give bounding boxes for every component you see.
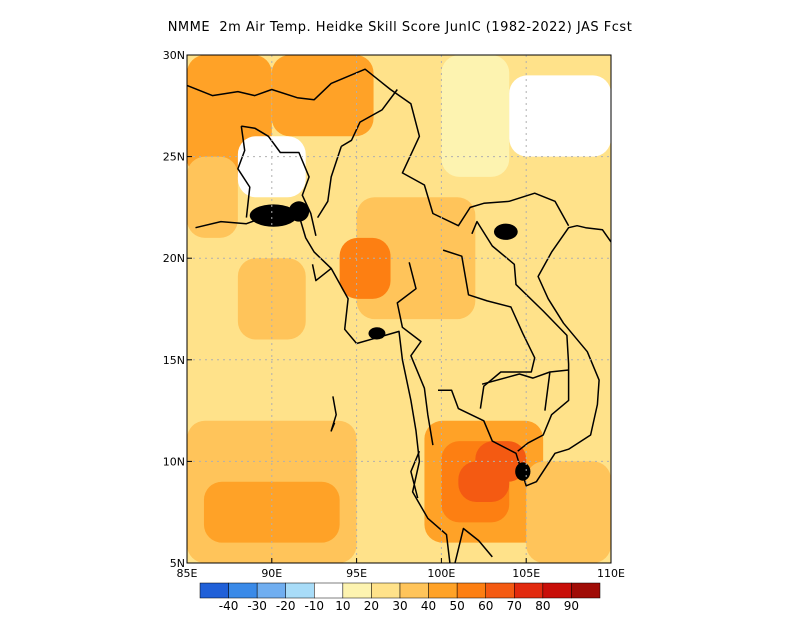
coastline-segment: [340, 89, 398, 148]
colorbar-swatch: [428, 582, 458, 599]
coastline-segment: [442, 249, 536, 409]
field-region: [187, 156, 238, 238]
y-tick-label: 25N: [163, 151, 185, 164]
y-tick-label: 10N: [163, 455, 185, 468]
coastline-segment: [311, 264, 332, 282]
coastline-segment: [454, 527, 493, 563]
map-title: NMME 2m Air Temp. Heidke Skill Score Jun…: [167, 20, 633, 35]
x-tick-label: 90E: [261, 567, 282, 580]
coastline-segment: [410, 450, 421, 499]
colorbar-label: 20: [364, 599, 379, 613]
colorbar-swatch: [228, 582, 258, 599]
x-tick-label: 85E: [177, 567, 198, 580]
coastline-segment: [471, 220, 570, 452]
x-tick-label: 110E: [597, 567, 625, 580]
colorbar-label: 90: [564, 599, 579, 613]
axis-ticks: 85E 90E 95E 100E 105E 110E 5N 10N 15N 20N 25N 30N: [163, 49, 625, 580]
colorbar: -40 -30 -20 -10 10 20 30 40 50 60 70 80 90: [199, 582, 601, 613]
field-region: [339, 237, 391, 299]
coastline-segment: [316, 146, 343, 218]
coastline-segment: [330, 396, 337, 432]
colorbar-swatch: [571, 582, 601, 599]
field-region: [509, 75, 611, 157]
colorbar-swatch: [256, 582, 286, 599]
field-region: [237, 258, 306, 340]
y-tick-label: 5N: [170, 557, 185, 570]
colorbar-label: -10: [304, 599, 324, 613]
colorbar-label: -20: [276, 599, 296, 613]
field-region: [441, 55, 510, 177]
colorbar-swatch: [342, 582, 372, 599]
delta-marsh-detail: [249, 204, 298, 227]
colorbar-swatch: [399, 582, 429, 599]
gridlines: [187, 55, 611, 563]
x-tick-label: 95E: [346, 567, 367, 580]
colorbar-swatch: [514, 582, 544, 599]
y-tick-label: 15N: [163, 354, 185, 367]
field-region: [237, 136, 306, 198]
field-region: [271, 55, 374, 137]
colorbar-swatch: [456, 582, 486, 599]
field-region: [526, 461, 611, 563]
coastline-segment: [237, 125, 251, 218]
colorbar-label: 10: [335, 599, 350, 613]
colorbar-label: -40: [219, 599, 239, 613]
field-region: [458, 461, 510, 503]
coastline-segment: [187, 68, 570, 227]
delta-marsh-detail: [288, 201, 310, 222]
x-tick-label: 100E: [427, 567, 455, 580]
x-tick-label: 105E: [512, 567, 540, 580]
colorbar-label: -30: [247, 599, 267, 613]
map-frame: [186, 54, 612, 564]
colorbar-label: 30: [392, 599, 407, 613]
colorbar-swatch: [485, 582, 515, 599]
y-tick-label: 30N: [163, 49, 185, 62]
colorbar-label: 80: [535, 599, 550, 613]
colorbar-label: 40: [421, 599, 436, 613]
coastline-segment: [396, 262, 434, 446]
colorbar-swatch: [314, 582, 344, 599]
delta-marsh-detail: [368, 327, 386, 340]
coastline-segment: [544, 371, 551, 411]
coastline-and-borders: [187, 68, 611, 563]
colorbar-label: 50: [450, 599, 465, 613]
colorbar-swatch: [285, 582, 315, 599]
colorbar-swatch: [199, 582, 229, 599]
coastline-segment: [438, 224, 611, 487]
coastline-segment: [481, 369, 569, 385]
colorbar-swatch: [371, 582, 401, 599]
colorbar-label: 60: [478, 599, 493, 613]
delta-marsh-detail: [515, 462, 531, 481]
y-tick-label: 20N: [163, 252, 185, 265]
colorbar-label: 70: [507, 599, 522, 613]
delta-marsh-detail: [493, 223, 518, 240]
colorbar-swatch: [542, 582, 572, 599]
